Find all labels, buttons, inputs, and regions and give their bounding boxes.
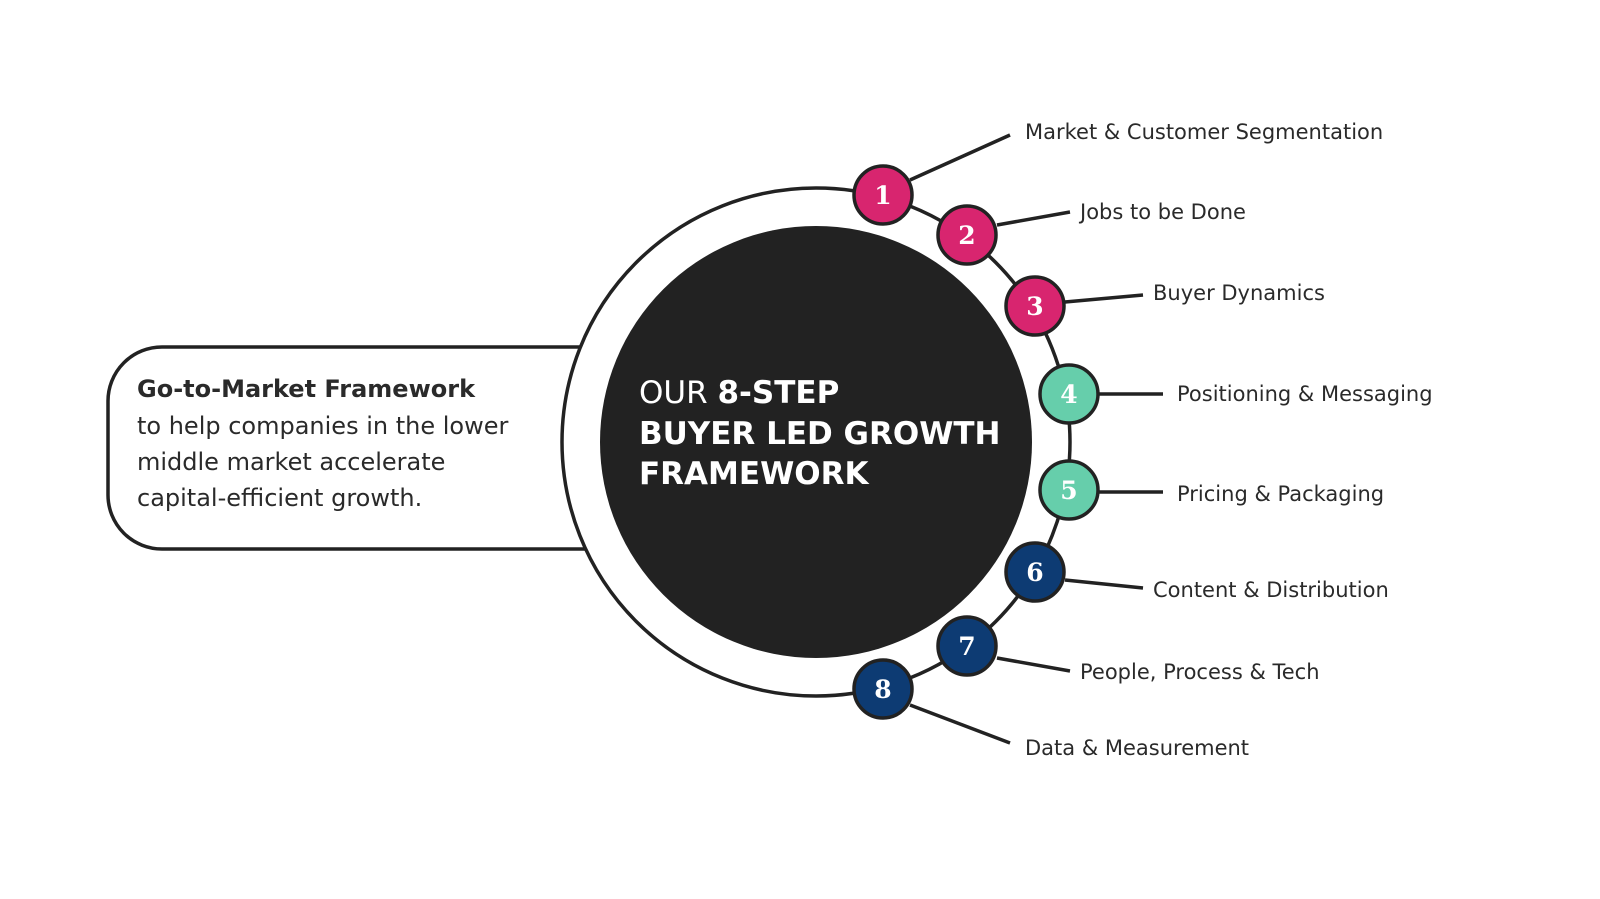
step-node xyxy=(1004,275,1066,337)
step-node xyxy=(1038,363,1100,425)
step-label: Pricing & Packaging xyxy=(1177,482,1384,506)
step-number: 5 xyxy=(1060,476,1077,505)
step-node xyxy=(1004,541,1066,603)
step-node xyxy=(936,615,998,677)
side-box-heading: Go-to-Market Framework xyxy=(137,375,476,403)
step-number: 2 xyxy=(958,221,975,250)
connector-line xyxy=(909,133,1011,182)
step-number: 4 xyxy=(1060,380,1077,409)
side-box-text: Go-to-Market Framework to help companies… xyxy=(137,375,516,512)
side-box-outline xyxy=(106,345,585,551)
step-number: 1 xyxy=(874,181,891,210)
step-7: 7 People, Process & Tech xyxy=(936,615,1320,684)
step-number: 6 xyxy=(1026,558,1043,587)
step-number: 8 xyxy=(874,675,891,704)
step-2: 2 Jobs to be Done xyxy=(936,200,1246,266)
side-box-line: to help companies in the lower xyxy=(137,412,508,440)
step-label: Jobs to be Done xyxy=(1078,200,1246,224)
step-3: 3 Buyer Dynamics xyxy=(1004,275,1325,337)
center-circle xyxy=(600,226,1032,658)
step-5: 5 Pricing & Packaging xyxy=(1038,459,1384,521)
step-node xyxy=(852,164,914,226)
step-label: People, Process & Tech xyxy=(1080,660,1320,684)
connector-line xyxy=(996,656,1071,673)
step-8: 8 Data & Measurement xyxy=(852,658,1249,760)
step-label: Positioning & Messaging xyxy=(1177,382,1433,406)
step-number: 7 xyxy=(958,632,975,661)
step-6: 6 Content & Distribution xyxy=(1004,541,1389,603)
center-title: OUR 8-STEP BUYER LED GROWTH FRAMEWORK xyxy=(639,375,1011,492)
step-label: Content & Distribution xyxy=(1153,578,1389,602)
side-box-line: middle market accelerate xyxy=(137,448,445,476)
step-label: Buyer Dynamics xyxy=(1153,281,1325,305)
step-1: 1 Market & Customer Segmentation xyxy=(852,120,1383,226)
connector-line xyxy=(1064,293,1144,304)
step-number: 3 xyxy=(1026,292,1043,321)
step-node xyxy=(936,204,998,266)
step-node xyxy=(1038,459,1100,521)
step-label: Data & Measurement xyxy=(1025,736,1249,760)
connector-line xyxy=(1064,578,1144,590)
step-4: 4 Positioning & Messaging xyxy=(1038,363,1433,425)
connector-line xyxy=(996,210,1071,227)
side-box-line: capital-efficient growth. xyxy=(137,484,422,512)
connector-line xyxy=(909,703,1011,745)
step-node xyxy=(852,658,914,720)
step-label: Market & Customer Segmentation xyxy=(1025,120,1383,144)
